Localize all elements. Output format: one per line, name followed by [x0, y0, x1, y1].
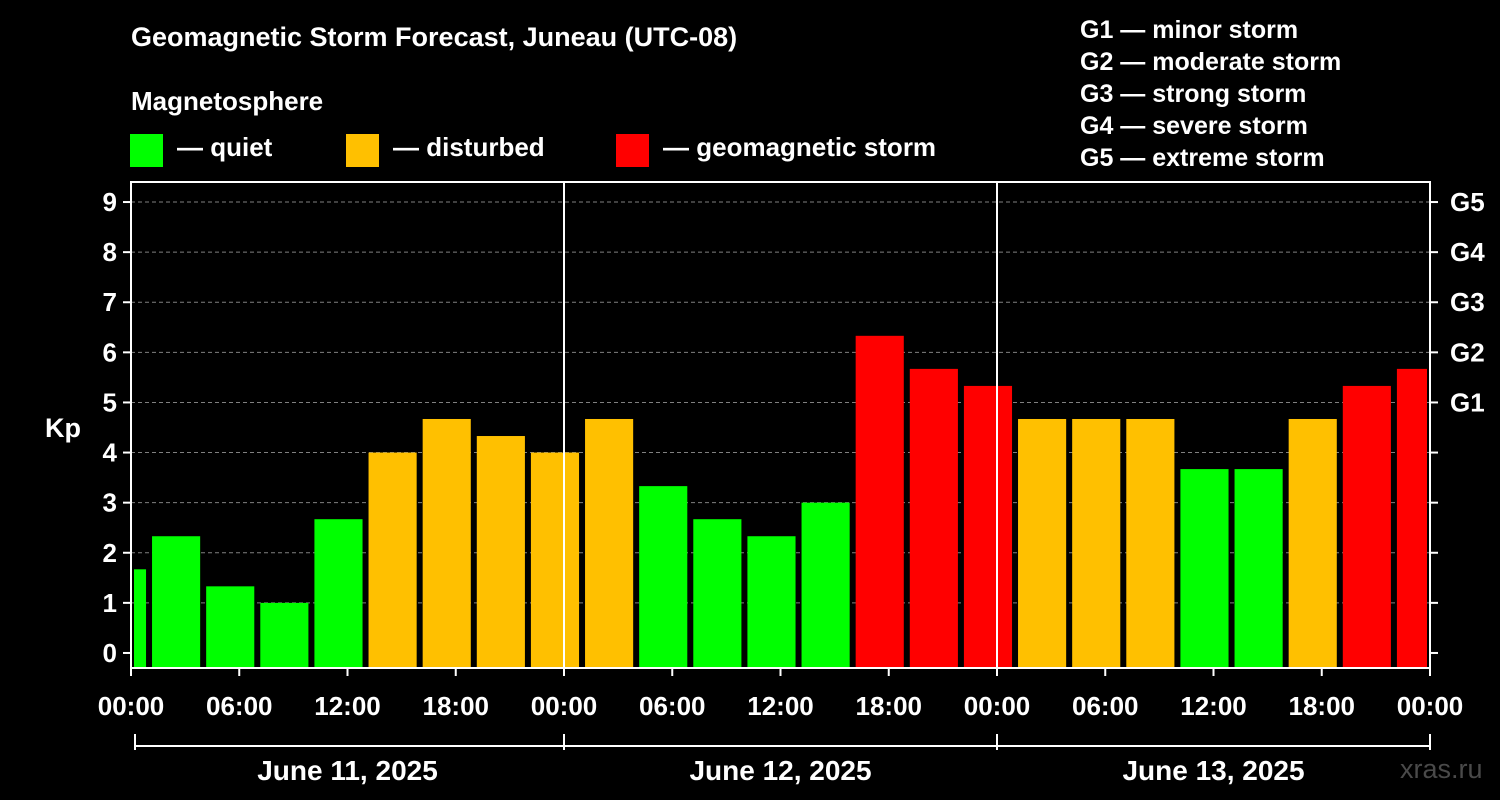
kp-bar-disturbed — [530, 452, 580, 668]
day-label: June 12, 2025 — [689, 755, 871, 786]
y-tick-label: 5 — [103, 387, 117, 417]
legend-swatch-disturbed — [346, 134, 379, 167]
x-tick-label: 06:00 — [639, 691, 706, 721]
kp-bar-disturbed — [368, 452, 417, 668]
y-tick-label: 7 — [103, 287, 117, 317]
y-tick-label: 0 — [103, 638, 117, 668]
kp-bar-storm — [1396, 368, 1427, 668]
g-scale-row: G5 — extreme storm — [1080, 144, 1325, 172]
x-tick-label: 18:00 — [1289, 691, 1356, 721]
kp-bar-disturbed — [585, 418, 634, 668]
y-tick-label: 6 — [103, 337, 117, 367]
y-tick-label: 2 — [103, 538, 117, 568]
kp-bar-quiet — [206, 586, 255, 668]
g-scale-row: G4 — severe storm — [1080, 112, 1308, 140]
g-level-label: G3 — [1450, 287, 1485, 317]
kp-bar-quiet — [134, 569, 147, 668]
x-tick-label: 00:00 — [531, 691, 598, 721]
chart-title: Geomagnetic Storm Forecast, Juneau (UTC-… — [131, 22, 738, 52]
kp-bar-quiet — [747, 536, 796, 668]
day-label: June 11, 2025 — [257, 755, 438, 786]
kp-bar-quiet — [152, 536, 201, 668]
kp-bar-storm — [963, 385, 1013, 668]
legend-label-disturbed: — disturbed — [393, 132, 545, 162]
g-level-label: G4 — [1450, 237, 1485, 267]
y-tick-label: 3 — [103, 488, 117, 518]
kp-bar-disturbed — [476, 436, 525, 668]
kp-bar-storm — [855, 335, 904, 668]
kp-bar-disturbed — [1018, 418, 1067, 668]
kp-bar-quiet — [260, 602, 309, 668]
x-tick-label: 18:00 — [423, 691, 490, 721]
kp-bar-disturbed — [1288, 418, 1337, 668]
legend-heading: Magnetosphere — [131, 86, 324, 116]
x-tick-label: 00:00 — [98, 691, 165, 721]
x-tick-label: 00:00 — [964, 691, 1031, 721]
x-tick-label: 12:00 — [747, 691, 814, 721]
y-tick-label: 4 — [103, 438, 118, 468]
kp-bar-storm — [909, 368, 958, 668]
g-level-label: G2 — [1450, 337, 1485, 367]
x-tick-label: 12:00 — [1180, 691, 1247, 721]
g-scale-row: G3 — strong storm — [1080, 80, 1307, 108]
kp-bar-disturbed — [422, 418, 471, 668]
kp-bar-disturbed — [1072, 418, 1121, 668]
kp-bar-quiet — [639, 486, 688, 668]
y-tick-label: 8 — [103, 237, 117, 267]
g-level-label: G5 — [1450, 187, 1485, 217]
legend-swatch-storm — [616, 134, 649, 167]
y-tick-label: 1 — [103, 588, 117, 618]
kp-bar-quiet — [693, 519, 742, 668]
legend-label-quiet: — quiet — [177, 132, 273, 162]
g-scale-row: G2 — moderate storm — [1080, 48, 1342, 76]
x-tick-label: 06:00 — [206, 691, 273, 721]
x-tick-label: 12:00 — [314, 691, 381, 721]
x-tick-label: 06:00 — [1072, 691, 1139, 721]
kp-bar-disturbed — [1126, 418, 1175, 668]
kp-bar-storm — [1342, 385, 1391, 668]
watermark: xras.ru — [1400, 754, 1483, 784]
kp-bar-quiet — [1180, 469, 1229, 668]
x-tick-label: 18:00 — [856, 691, 923, 721]
y-tick-label: 9 — [103, 187, 117, 217]
kp-bar-quiet — [314, 519, 363, 668]
day-label: June 13, 2025 — [1122, 755, 1304, 786]
kp-bar-quiet — [1234, 469, 1283, 668]
legend-swatch-quiet — [130, 134, 163, 167]
kp-bar-quiet — [801, 502, 850, 668]
g-scale-legend: G1 — minor storm G2 — moderate storm G3 … — [1080, 14, 1341, 174]
g-scale-row: G1 — minor storm — [1080, 16, 1299, 44]
legend-label-storm: — geomagnetic storm — [663, 132, 937, 162]
g-level-label: G1 — [1450, 387, 1485, 417]
y-axis-label: Kp — [45, 413, 81, 443]
x-tick-label: 00:00 — [1397, 691, 1464, 721]
